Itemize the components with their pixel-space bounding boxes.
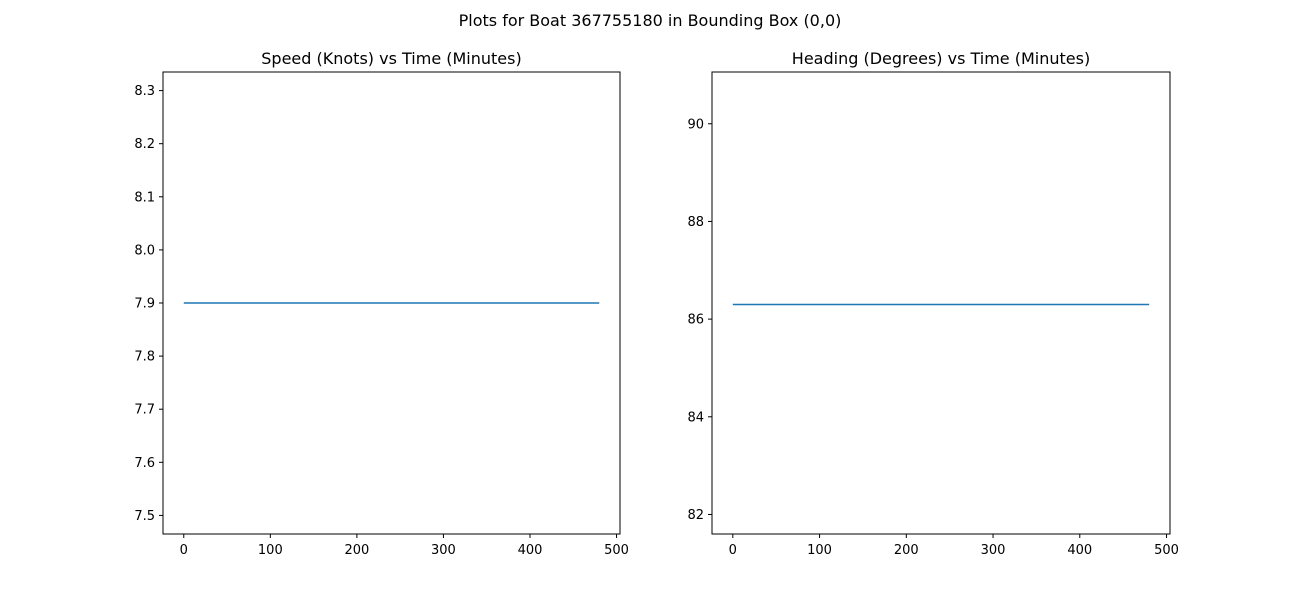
speed-axes-frame bbox=[162, 71, 621, 535]
speed-subplot: Speed (Knots) vs Time (Minutes) 0 100 200 30… bbox=[134, 49, 629, 558]
speed-y-tick-label: 8.0 bbox=[134, 243, 155, 258]
heading-chart-title: Heading (Degrees) vs Time (Minutes) bbox=[792, 49, 1090, 68]
heading-x-tick-label: 200 bbox=[894, 543, 919, 558]
speed-chart-title: Speed (Knots) vs Time (Minutes) bbox=[261, 49, 521, 68]
heading-x-tick-label: 0 bbox=[729, 543, 737, 558]
speed-y-tick-label: 8.3 bbox=[134, 84, 155, 99]
heading-y-tick-label: 90 bbox=[687, 117, 704, 132]
speed-x-tick-label: 400 bbox=[518, 543, 543, 558]
heading-y-tick-label: 86 bbox=[687, 313, 704, 328]
speed-y-tick-label: 8.2 bbox=[134, 137, 155, 152]
speed-x-tick-label: 200 bbox=[344, 543, 369, 558]
speed-x-tick-label: 0 bbox=[180, 543, 188, 558]
speed-y-tick-label: 7.6 bbox=[134, 456, 155, 471]
heading-x-tick-label: 300 bbox=[981, 543, 1006, 558]
speed-x-tick-label: 300 bbox=[431, 543, 456, 558]
heading-subplot: Heading (Degrees) vs Time (Minutes) 0 100 2… bbox=[687, 49, 1178, 558]
speed-y-tick-label: 7.5 bbox=[134, 509, 155, 524]
figure-suptitle: Plots for Boat 367755180 in Bounding Box… bbox=[459, 11, 842, 30]
speed-y-tick-label: 8.1 bbox=[134, 190, 155, 205]
heading-x-tick-label: 100 bbox=[807, 543, 832, 558]
heading-y-tick-label: 82 bbox=[687, 508, 704, 523]
speed-y-tick-label: 7.7 bbox=[134, 403, 155, 418]
heading-x-tick-label: 400 bbox=[1067, 543, 1092, 558]
heading-x-tick-label: 500 bbox=[1154, 543, 1179, 558]
heading-axes-frame bbox=[711, 71, 1171, 535]
heading-y-tick-label: 88 bbox=[687, 215, 704, 230]
speed-y-tick-label: 7.9 bbox=[134, 297, 155, 312]
speed-y-tick-label: 7.8 bbox=[134, 350, 155, 365]
heading-y-tick-label: 84 bbox=[687, 410, 704, 425]
speed-x-tick-label: 100 bbox=[258, 543, 283, 558]
speed-x-tick-label: 500 bbox=[604, 543, 629, 558]
